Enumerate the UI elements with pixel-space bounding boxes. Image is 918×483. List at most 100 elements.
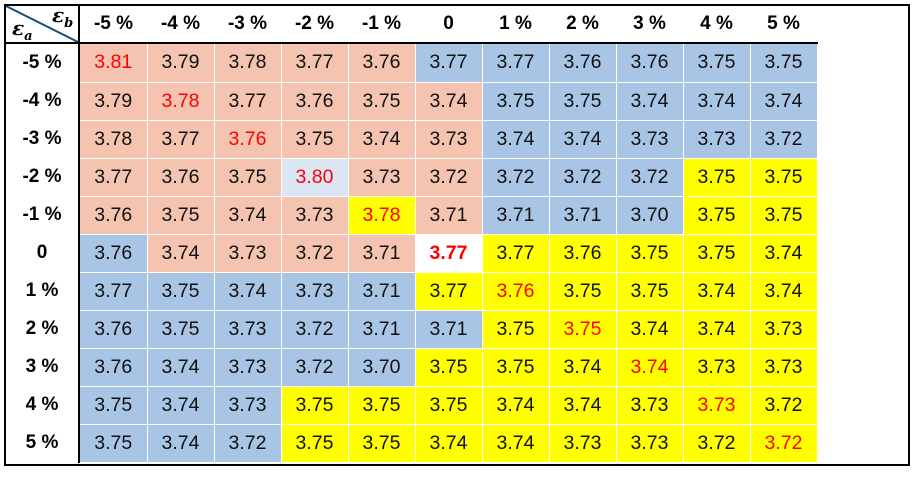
table-cell: 3.73 bbox=[280, 195, 349, 235]
table-cell: 3.76 bbox=[146, 157, 215, 197]
table-cell: 3.71 bbox=[414, 309, 483, 349]
table-cell: 3.76 bbox=[347, 42, 416, 83]
table-cell: 3.75 bbox=[682, 42, 751, 83]
table-cell: 3.75 bbox=[347, 423, 416, 463]
table-cell: 3.75 bbox=[280, 423, 349, 463]
row-header: -4 % bbox=[6, 82, 80, 120]
table-cell: 3.77 bbox=[146, 119, 215, 159]
table-cell: 3.73 bbox=[682, 347, 751, 387]
column-header: -4 % bbox=[147, 6, 214, 44]
table-cell: 3.78 bbox=[146, 81, 215, 121]
table-row: -4 % 3.79 3.78 3.77 3.76 3.75 3.74 3.75 3.75 3.74… bbox=[6, 81, 818, 121]
table-row: 2 % 3.76 3.75 3.73 3.72 3.71 3.71 3.75 3.75 3.74 3… bbox=[6, 309, 818, 349]
table-cell: 3.78 bbox=[347, 195, 416, 235]
table-cell: 3.75 bbox=[548, 309, 617, 349]
table-body: -5 % 3.81 3.79 3.78 3.77 3.76 3.77 3.77 3.76 3.76… bbox=[6, 42, 818, 463]
corner-diagonal-line bbox=[6, 6, 78, 42]
table-row: -1 % 3.76 3.75 3.74 3.73 3.78 3.71 3.71 3.71 3.70… bbox=[6, 195, 818, 235]
table-cell: 3.72 bbox=[749, 423, 818, 463]
table-cell: 3.73 bbox=[213, 309, 282, 349]
header-row: εb εa -5 % -4 % -3 % -2 % -1 % 0 1 % 2 % 3 % 4 % 5… bbox=[6, 3, 817, 44]
table-cell: 3.74 bbox=[213, 271, 282, 311]
table-cell: 3.75 bbox=[280, 385, 349, 425]
table-cell: 3.75 bbox=[414, 347, 483, 387]
table-cell: 3.74 bbox=[615, 347, 684, 387]
row-header: -2 % bbox=[6, 158, 80, 196]
table-cell: 3.75 bbox=[615, 233, 684, 273]
table-cell: 3.74 bbox=[749, 81, 818, 121]
row-header: 0 bbox=[6, 234, 80, 272]
table-row: 5 % 3.75 3.74 3.72 3.75 3.75 3.74 3.74 3.73 3.73 3… bbox=[6, 423, 818, 463]
table-cell: 3.74 bbox=[146, 347, 215, 387]
table-cell: 3.76 bbox=[481, 271, 550, 311]
table-cell: 3.74 bbox=[615, 81, 684, 121]
table-cell: 3.75 bbox=[481, 347, 550, 387]
table-cell: 3.72 bbox=[213, 423, 282, 463]
table-cell: 3.73 bbox=[615, 119, 684, 159]
table-cell: 3.76 bbox=[548, 233, 617, 273]
table-cell: 3.74 bbox=[146, 385, 215, 425]
table-cell: 3.74 bbox=[682, 271, 751, 311]
table-row: -5 % 3.81 3.79 3.78 3.77 3.76 3.77 3.77 3.76 3.76… bbox=[6, 42, 818, 83]
table-cell: 3.74 bbox=[682, 81, 751, 121]
table-cell: 3.71 bbox=[347, 271, 416, 311]
column-header: -5 % bbox=[79, 6, 147, 44]
table-cell: 3.71 bbox=[347, 233, 416, 273]
row-header: -5 % bbox=[6, 43, 80, 82]
row-header: 1 % bbox=[6, 272, 80, 310]
table-cell: 3.76 bbox=[78, 309, 148, 349]
table-cell: 3.74 bbox=[548, 119, 617, 159]
table-cell: 3.73 bbox=[213, 347, 282, 387]
table-cell: 3.75 bbox=[481, 309, 550, 349]
table-cell: 3.77 bbox=[414, 233, 483, 273]
column-header: 0 bbox=[415, 6, 482, 44]
table-cell: 3.71 bbox=[548, 195, 617, 235]
table-cell: 3.74 bbox=[146, 423, 215, 463]
table-row: 3 % 3.76 3.74 3.73 3.72 3.70 3.75 3.75 3.74 3.74 3… bbox=[6, 347, 818, 387]
table-cell: 3.75 bbox=[78, 423, 148, 463]
table-cell: 3.77 bbox=[414, 42, 483, 83]
table-cell: 3.73 bbox=[615, 385, 684, 425]
column-header: 1 % bbox=[482, 6, 549, 44]
column-header: -1 % bbox=[348, 6, 415, 44]
row-header: 5 % bbox=[6, 424, 80, 462]
corner-header: εb εa bbox=[6, 3, 80, 44]
row-header: 4 % bbox=[6, 386, 80, 424]
table-cell: 3.72 bbox=[749, 385, 818, 425]
column-header: 4 % bbox=[683, 6, 750, 44]
table-cell: 3.76 bbox=[213, 119, 282, 159]
table-cell: 3.74 bbox=[548, 347, 617, 387]
table-cell: 3.76 bbox=[548, 42, 617, 83]
table-cell: 3.75 bbox=[749, 157, 818, 197]
table-cell: 3.79 bbox=[78, 81, 148, 121]
table-cell: 3.73 bbox=[548, 423, 617, 463]
table-cell: 3.77 bbox=[280, 42, 349, 83]
table-cell: 3.75 bbox=[78, 385, 148, 425]
table-cell: 3.75 bbox=[682, 195, 751, 235]
table-cell: 3.75 bbox=[749, 195, 818, 235]
table-cell: 3.75 bbox=[682, 233, 751, 273]
table-cell: 3.70 bbox=[347, 347, 416, 387]
table-cell: 3.76 bbox=[78, 347, 148, 387]
table-cell: 3.75 bbox=[146, 309, 215, 349]
table-cell: 3.73 bbox=[347, 157, 416, 197]
table-cell: 3.77 bbox=[481, 233, 550, 273]
table-cell: 3.72 bbox=[280, 309, 349, 349]
data-table: εb εa -5 % -4 % -3 % -2 % -1 % 0 1 % 2 % 3 % 4 % 5… bbox=[6, 3, 818, 463]
table-cell: 3.75 bbox=[414, 385, 483, 425]
table-cell: 3.70 bbox=[615, 195, 684, 235]
table-cell: 3.76 bbox=[615, 42, 684, 83]
table-cell: 3.74 bbox=[481, 423, 550, 463]
table-cell: 3.72 bbox=[682, 423, 751, 463]
column-header: 3 % bbox=[616, 6, 683, 44]
table-cell: 3.74 bbox=[414, 423, 483, 463]
table-cell: 3.77 bbox=[78, 271, 148, 311]
table-cell: 3.76 bbox=[78, 195, 148, 235]
column-header: -2 % bbox=[281, 6, 348, 44]
table-cell: 3.74 bbox=[749, 233, 818, 273]
table-cell: 3.75 bbox=[548, 81, 617, 121]
table-cell: 3.73 bbox=[749, 347, 818, 387]
table-cell: 3.72 bbox=[749, 119, 818, 159]
table-cell: 3.71 bbox=[414, 195, 483, 235]
table-cell: 3.74 bbox=[347, 119, 416, 159]
